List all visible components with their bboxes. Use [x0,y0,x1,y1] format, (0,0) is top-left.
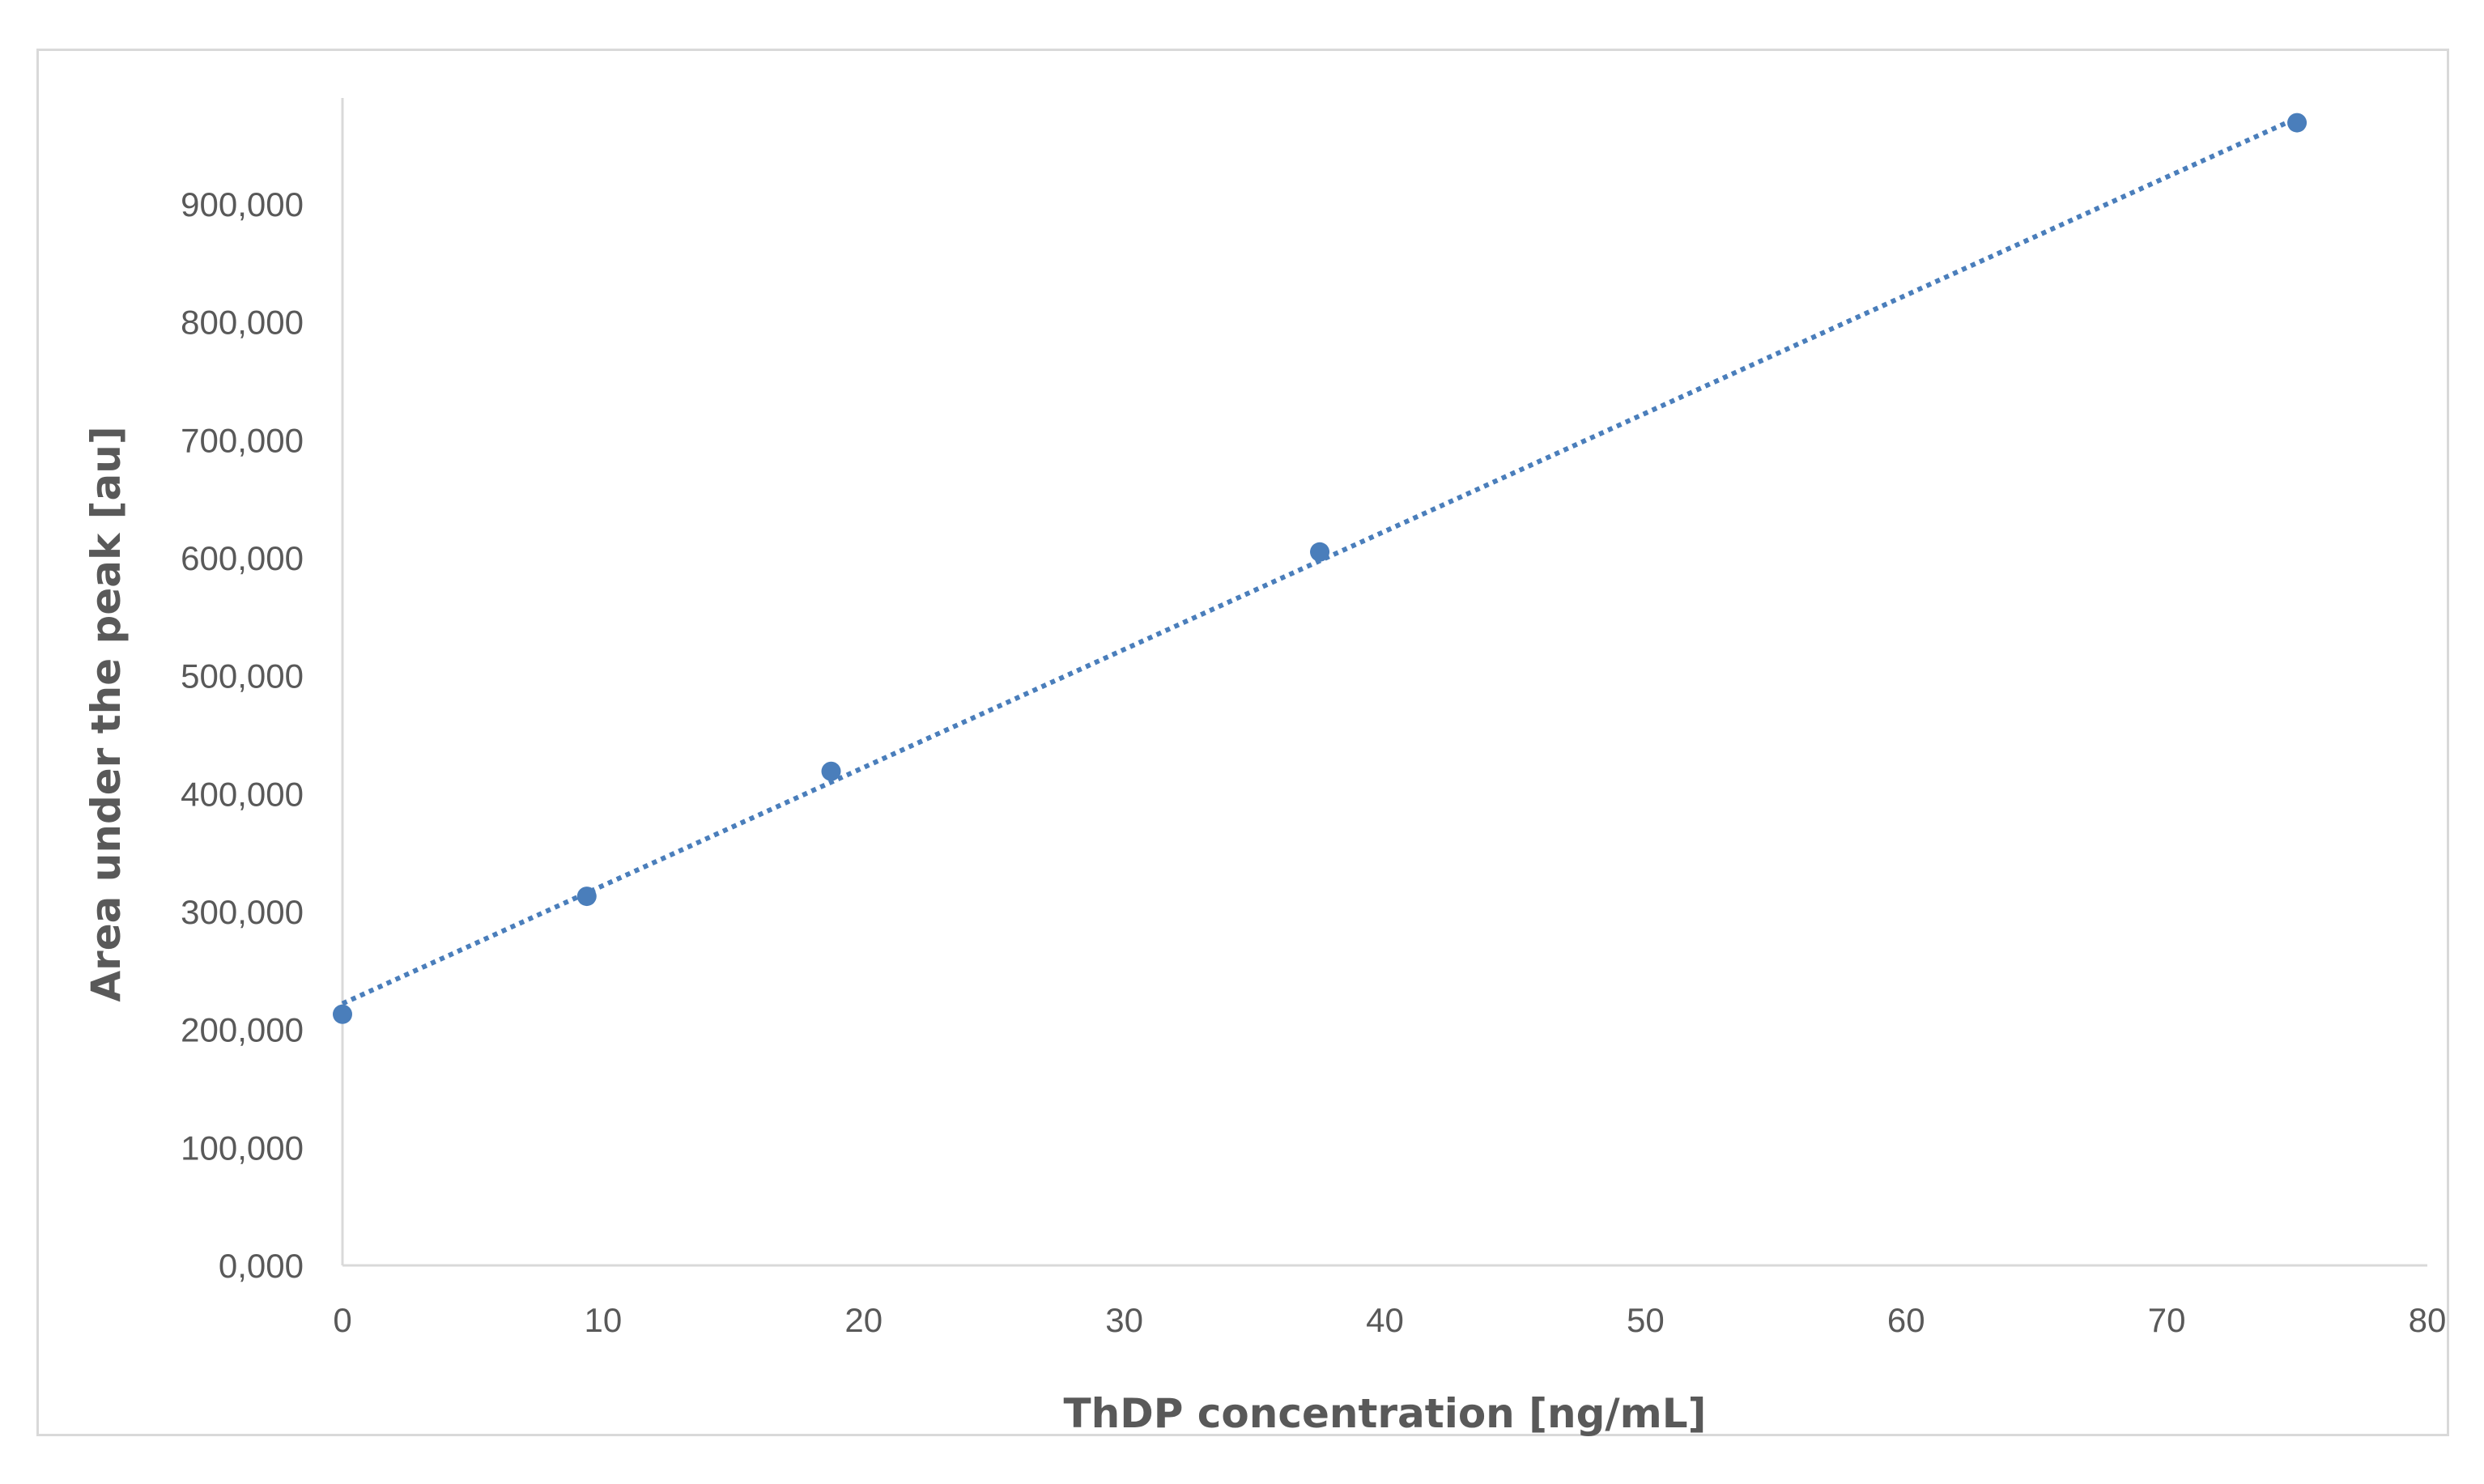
x-tick-label: 80 [2409,1301,2447,1339]
y-tick-label: 500,000 [181,657,304,695]
x-tick-label: 0 [333,1301,351,1339]
x-axis-title: ThDP concentration [ng/mL] [1064,1390,1707,1437]
x-tick-label: 40 [1366,1301,1404,1339]
x-tick-label: 20 [844,1301,883,1339]
y-tick-label: 0,000 [219,1247,304,1285]
y-tick-label: 100,000 [181,1129,304,1167]
y-axis-title: Area under the peak [au] [83,426,130,1001]
data-point [576,887,597,907]
chart-frame: 0,000 100,000 200,000 300,000 400,000 500,000… [36,49,2449,1437]
data-point [2287,113,2307,133]
data-point [1310,542,1330,562]
y-tick-label: 800,000 [181,304,304,342]
data-point [333,1004,352,1024]
x-tick-label: 50 [1627,1301,1665,1339]
x-tick-label: 30 [1105,1301,1143,1339]
scatter-chart: 0,000 100,000 200,000 300,000 400,000 500,000… [83,98,2446,1437]
x-tick-labels: 0 10 20 30 40 50 60 70 80 [333,1301,2446,1339]
x-tick-label: 60 [1887,1301,1925,1339]
data-point [821,761,841,781]
axes [341,98,2427,1267]
y-tick-labels: 0,000 100,000 200,000 300,000 400,000 500,000… [181,185,304,1285]
x-tick-label: 10 [585,1301,623,1339]
x-tick-label: 70 [2148,1301,2186,1339]
data-points [333,113,2307,1024]
y-tick-label: 600,000 [181,539,304,577]
y-tick-label: 700,000 [181,421,304,459]
y-tick-label: 400,000 [181,775,304,813]
y-tick-label: 200,000 [181,1011,304,1049]
y-tick-label: 900,000 [181,185,304,223]
y-tick-label: 300,000 [181,893,304,931]
